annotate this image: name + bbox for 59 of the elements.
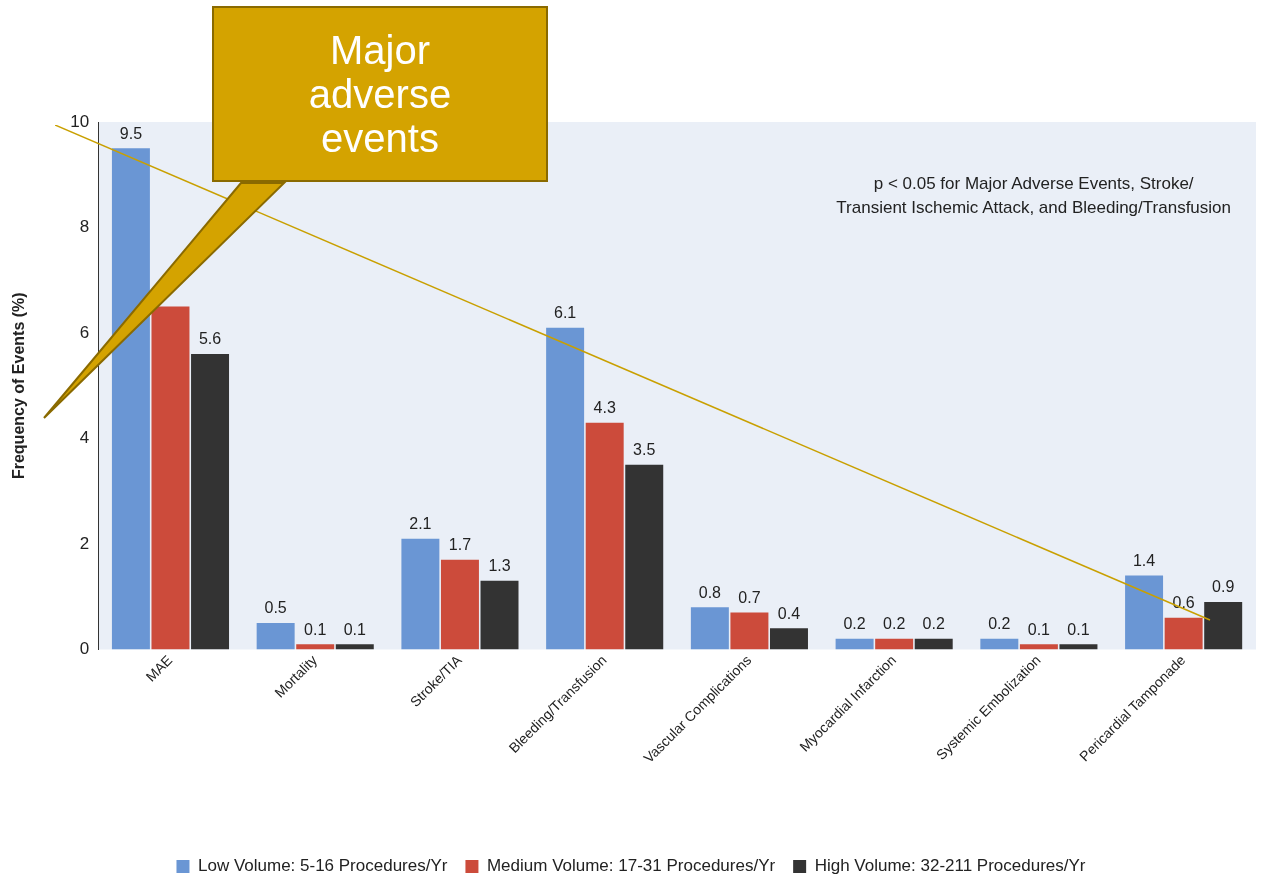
data-label: 3.5 [633,441,656,459]
annotation: p < 0.05 for Major Adverse Events, Stroke/ Transient Ischemic Attack, and Bleeding/Transfusion [836,173,1231,219]
y-tick-label: 8 [79,217,90,237]
data-label: 0.5 [264,599,287,617]
bar [296,644,335,650]
y-tick-label: 0 [79,639,90,659]
bar [625,464,664,650]
y-axis-title: Frequency of Events (%) [10,292,28,480]
bar [191,354,230,650]
bar [546,327,585,650]
data-label: 1.3 [488,557,511,575]
data-label: 0.2 [988,615,1011,633]
bar [1125,575,1164,650]
data-label: 9.5 [119,124,143,142]
data-label: 0.1 [1027,620,1051,638]
data-label: 0.1 [304,620,327,638]
y-tick-label: 2 [79,533,90,553]
y-tick-label: 4 [79,428,90,448]
data-label: 1.4 [1132,551,1156,569]
bar [770,628,808,650]
bar [440,559,479,650]
data-label: 0.1 [1067,620,1090,638]
data-label: 5.6 [198,330,222,348]
bar [980,638,1019,650]
bar [914,638,953,650]
bar [1204,601,1243,650]
data-label: 0.2 [922,615,945,633]
bar [151,306,190,650]
bar [1059,644,1098,650]
bar [690,607,729,650]
data-label: 0.7 [738,588,761,606]
y-tick-label: 6 [79,322,90,342]
data-label: 2.1 [409,515,432,533]
legend-label: Low Volume: 5-16 Procedures/Yr [197,856,448,876]
data-label: 0.9 [1212,578,1235,596]
data-label: 1.7 [448,536,472,554]
bar [1164,617,1203,650]
legend-label: High Volume: 32-211 Procedures/Yr [814,856,1086,876]
bar [335,644,374,650]
data-label: 0.4 [777,604,801,622]
bar [835,638,874,650]
bar [1019,644,1058,650]
data-label: 6.1 [554,304,577,322]
bar [730,612,769,650]
bar [875,638,914,650]
bar [585,422,624,650]
data-label: 0.2 [883,615,906,633]
data-label: 0.2 [843,615,866,633]
bar [256,623,295,650]
data-label: 0.8 [698,583,722,601]
data-label: 0.6 [1172,594,1195,612]
data-label: 0.1 [343,620,366,638]
data-label: 4.3 [593,399,616,417]
y-tick-label: 10 [70,111,90,131]
legend-label: Medium Volume: 17-31 Procedures/Yr [486,856,776,876]
bar [480,580,519,650]
annotation: Major adverse events [212,6,548,182]
bar [111,148,150,650]
bar [401,538,440,650]
